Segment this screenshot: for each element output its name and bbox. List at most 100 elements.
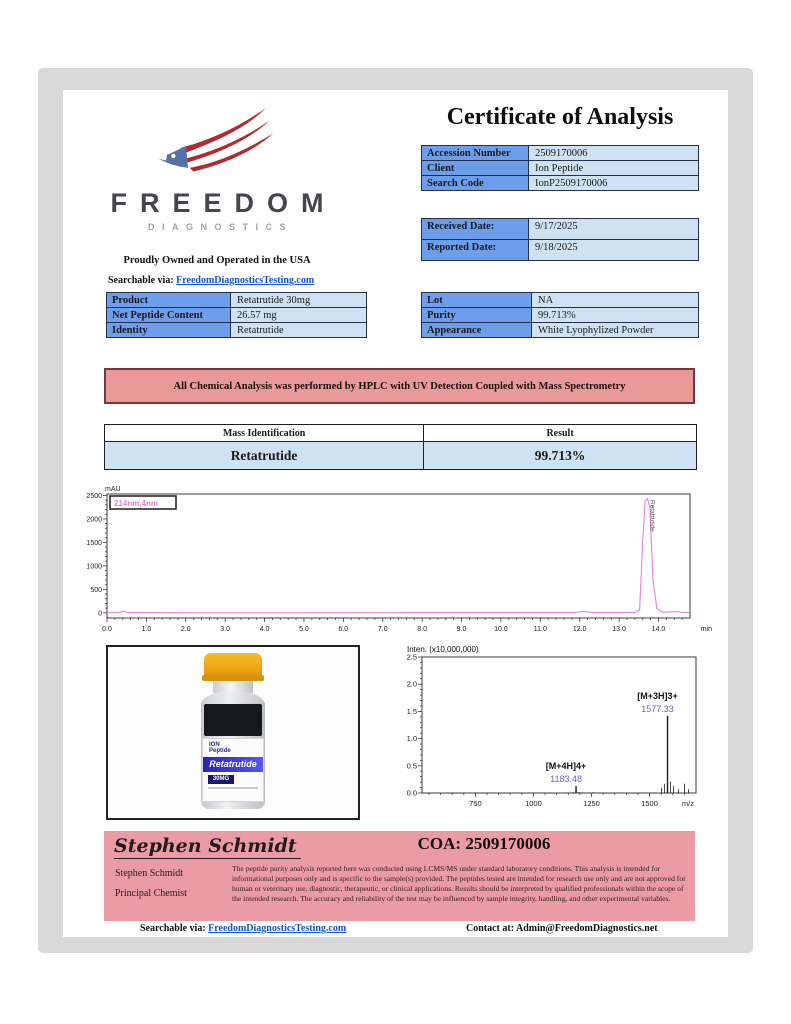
svg-text:2.5: 2.5 <box>407 653 417 662</box>
table-row: Net Peptide Content 26.57 mg <box>107 308 366 323</box>
svg-text:12.0: 12.0 <box>573 626 587 633</box>
svg-text:min: min <box>701 626 712 633</box>
logo-wordmark: FREEDOM <box>110 188 337 218</box>
mass-id-name: Retatrutide <box>105 442 425 469</box>
svg-text:m/z: m/z <box>682 799 694 808</box>
vial-brand: ION Peptide <box>209 741 231 755</box>
svg-text:9.0: 9.0 <box>457 626 467 633</box>
svg-text:750: 750 <box>469 799 482 808</box>
vial-cap <box>204 652 262 677</box>
table-row: Accession Number 2509170006 <box>422 146 698 161</box>
svg-text:1000: 1000 <box>86 563 102 570</box>
svg-text:Retatrutide: Retatrutide <box>649 500 656 532</box>
row-value: NA <box>532 293 698 307</box>
table-row: Product Retatrutide 30mg <box>107 293 366 308</box>
logo-subtitle: DIAGNOSTICS <box>147 222 293 232</box>
analysis-method-banner: All Chemical Analysis was performed by H… <box>104 368 695 404</box>
svg-text:[M+4H]4+: [M+4H]4+ <box>546 761 587 771</box>
svg-text:7.0: 7.0 <box>378 626 388 633</box>
row-value: IonP2509170006 <box>529 176 698 190</box>
brand-logo: FREEDOM DIAGNOSTICS <box>77 106 357 232</box>
svg-text:0.5: 0.5 <box>407 761 417 770</box>
svg-text:0.0: 0.0 <box>407 789 417 798</box>
hplc-chromatogram-figure: 0 500 1000 1500 2000 2500 mAU 0.0 1.0 2.0 3.0 4.0 5.… <box>85 483 730 640</box>
svg-text:500: 500 <box>90 587 102 594</box>
page-title: Certificate of Analysis <box>446 104 674 130</box>
table-row: Lot NA <box>422 293 698 308</box>
row-value: 26.57 mg <box>231 308 366 322</box>
svg-text:1500: 1500 <box>86 540 102 547</box>
search-link-bottom[interactable]: FreedomDiagnosticsTesting.com <box>208 923 347 934</box>
row-label: Received Date: <box>422 219 529 239</box>
row-value: Retatrutide 30mg <box>231 293 366 307</box>
vial-contents <box>204 703 262 736</box>
svg-text:8.0: 8.0 <box>417 626 427 633</box>
row-label: Accession Number <box>422 146 529 160</box>
tagline: Proudly Owned and Operated in the USA <box>123 255 311 266</box>
svg-text:Inten. (x10,000,000): Inten. (x10,000,000) <box>407 645 479 654</box>
signature: Stephen Schmidt <box>114 835 301 859</box>
mass-spectrum-figure: Inten. (x10,000,000) 0.0 0.5 1.0 1.5 2.0 2.5 75… <box>404 643 704 820</box>
row-value: Ion Peptide <box>529 161 698 175</box>
svg-text:4.0: 4.0 <box>260 626 270 633</box>
vial-product-name: Retatrutide <box>203 756 263 772</box>
accession-table: Accession Number 2509170006 Client Ion P… <box>421 145 699 191</box>
table-row: Search Code IonP2509170006 <box>422 176 698 190</box>
svg-text:1.0: 1.0 <box>142 626 152 633</box>
svg-text:2.0: 2.0 <box>181 626 191 633</box>
svg-text:10.0: 10.0 <box>494 626 508 633</box>
vial-strength: 30MG <box>208 774 234 784</box>
mass-spectrum: Inten. (x10,000,000) 0.0 0.5 1.0 1.5 2.0 2.5 75… <box>407 645 697 808</box>
searchable-via-bottom: Searchable via: FreedomDiagnosticsTestin… <box>140 923 346 934</box>
chemist-name: Stephen Schmidt <box>115 868 184 879</box>
vial-image: ION Peptide Retatrutide 30MG <box>188 652 278 813</box>
svg-text:1577.33: 1577.33 <box>641 704 674 714</box>
svg-text:1500: 1500 <box>641 799 658 808</box>
svg-text:5.0: 5.0 <box>299 626 309 633</box>
dates-table: Received Date: 9/17/2025 Reported Date: … <box>421 218 699 261</box>
vial-body: ION Peptide Retatrutide 30MG <box>201 702 265 809</box>
vial-label-fineprint <box>208 786 258 789</box>
mass-identification-table: Mass Identification Result Retatrutide 9… <box>104 424 697 470</box>
column-header: Result <box>546 428 574 439</box>
svg-text:0: 0 <box>98 610 102 617</box>
svg-text:13.0: 13.0 <box>612 626 626 633</box>
svg-text:2.0: 2.0 <box>407 680 417 689</box>
table-row: Identity Retatrutide <box>107 323 366 337</box>
svg-text:1250: 1250 <box>583 799 600 808</box>
svg-text:214nm,4nm: 214nm,4nm <box>114 499 158 508</box>
lot-table: Lot NA Purity 99.713% Appearance White L… <box>421 292 699 338</box>
row-label: Search Code <box>422 176 529 190</box>
table-row: Purity 99.713% <box>422 308 698 323</box>
coa-number: COA: 2509170006 <box>417 834 551 853</box>
contact-email: Contact at: Admin@FreedomDiagnostics.net <box>466 923 658 934</box>
row-value: 99.713% <box>532 308 698 322</box>
document-paper: FREEDOM DIAGNOSTICS Proudly Owned and Op… <box>63 90 728 937</box>
vial-neck <box>213 680 253 693</box>
row-label: Lot <box>422 293 532 307</box>
svg-text:1183.48: 1183.48 <box>550 774 582 784</box>
table-row: Reported Date: 9/18/2025 <box>422 240 698 260</box>
row-label: Purity <box>422 308 532 322</box>
photo-frame: FREEDOM DIAGNOSTICS Proudly Owned and Op… <box>38 68 753 953</box>
svg-text:1.5: 1.5 <box>407 707 417 716</box>
row-label: Product <box>107 293 231 307</box>
row-value: 2509170006 <box>529 146 698 160</box>
svg-text:1.0: 1.0 <box>407 734 417 743</box>
svg-text:2500: 2500 <box>86 493 102 500</box>
row-value: White Lyophylized Powder <box>532 323 698 337</box>
row-value: Retatrutide <box>231 323 366 337</box>
product-table: Product Retatrutide 30mg Net Peptide Con… <box>106 292 367 338</box>
svg-text:11.0: 11.0 <box>534 626 547 633</box>
vial-cap-rim <box>202 674 264 681</box>
searchable-via-top: Searchable via: FreedomDiagnosticsTestin… <box>108 275 314 286</box>
searchable-via-label: Searchable via: <box>140 923 206 934</box>
vial-label: ION Peptide Retatrutide 30MG <box>202 737 264 802</box>
row-value: 9/18/2025 <box>529 240 698 260</box>
search-link-top[interactable]: FreedomDiagnosticsTesting.com <box>176 275 315 286</box>
row-label: Reported Date: <box>422 240 529 260</box>
svg-text:0.0: 0.0 <box>102 626 112 633</box>
row-value: 9/17/2025 <box>529 219 698 239</box>
